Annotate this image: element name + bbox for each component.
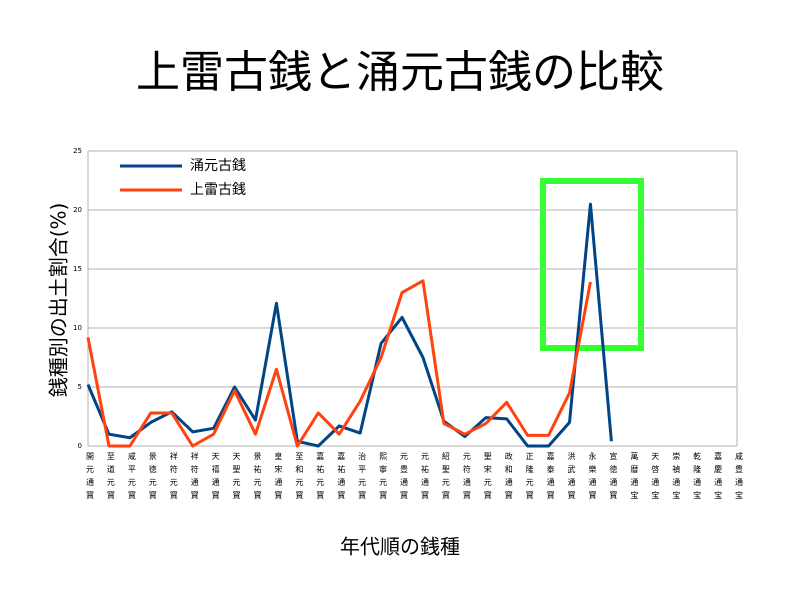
x-tick-label: 天聖元寳 bbox=[232, 452, 241, 504]
highlight-box bbox=[540, 178, 644, 351]
legend-label: 涌元古銭 bbox=[190, 158, 246, 174]
x-tick-label: 元符通寳 bbox=[462, 452, 471, 504]
y-tick-label: 20 bbox=[73, 206, 82, 214]
x-tick-label: 開元通寳 bbox=[86, 452, 95, 504]
series-line bbox=[86, 202, 613, 448]
x-tick-label: 嘉祐元寳 bbox=[316, 451, 325, 504]
series-line bbox=[86, 279, 592, 448]
x-tick-label: 景祐元寳 bbox=[253, 452, 262, 504]
legend-label: 上雷古銭 bbox=[190, 182, 246, 198]
x-tick-label: 政和通寳 bbox=[504, 451, 513, 504]
x-tick-label: 紹聖元寳 bbox=[441, 451, 450, 504]
x-tick-label: 治平元寳 bbox=[358, 451, 367, 504]
x-tick-label: 元豊通寳 bbox=[400, 452, 409, 504]
x-tick-label: 皇宋通寳 bbox=[274, 451, 283, 504]
y-tick-label: 15 bbox=[73, 265, 82, 273]
x-tick-label: 嘉慶通宝 bbox=[714, 451, 723, 504]
x-tick-label: 正隆元寳 bbox=[525, 452, 534, 504]
x-tick-label: 至道元寳 bbox=[106, 452, 115, 504]
x-tick-label: 咸豊通宝 bbox=[735, 451, 744, 504]
x-tick-label: 嘉泰通寳 bbox=[546, 451, 555, 504]
y-axis-label: 銭種別の出土割合(%) bbox=[47, 203, 71, 398]
x-tick-label: 聖宋元寳 bbox=[483, 452, 492, 504]
x-tick-label: 至和元寳 bbox=[295, 452, 304, 504]
x-tick-label: 乾隆通宝 bbox=[693, 451, 702, 504]
x-tick-label: 永樂通寳 bbox=[588, 451, 597, 504]
chart-title: 上雷古銭と涌元古銭の比較 bbox=[136, 47, 664, 98]
x-tick-label: 祥符元寳 bbox=[169, 451, 178, 504]
x-tick-label: 萬暦通宝 bbox=[630, 451, 639, 504]
x-tick-label: 崇禎通宝 bbox=[672, 452, 681, 504]
x-tick-label: 洪武通寳 bbox=[567, 451, 576, 504]
x-tick-label: 宣徳通寳 bbox=[609, 451, 618, 504]
y-tick-label: 25 bbox=[73, 147, 82, 155]
x-tick-label: 熙寧元寳 bbox=[379, 452, 388, 504]
x-tick-label: 天禧通寳 bbox=[211, 452, 220, 504]
x-axis-label: 年代順の銭種 bbox=[340, 535, 460, 559]
x-tick-label: 咸平元寳 bbox=[127, 451, 136, 504]
x-tick-label: 嘉祐通寳 bbox=[337, 451, 346, 504]
x-tick-label: 景徳元寳 bbox=[148, 452, 157, 504]
y-tick-label: 0 bbox=[78, 442, 82, 450]
x-tick-label: 元祐通寳 bbox=[420, 452, 429, 504]
y-tick-label: 5 bbox=[78, 383, 82, 391]
x-tick-label: 祥符通寳 bbox=[190, 451, 199, 504]
x-tick-label: 天啓通宝 bbox=[651, 452, 660, 504]
y-tick-label: 10 bbox=[73, 324, 82, 332]
